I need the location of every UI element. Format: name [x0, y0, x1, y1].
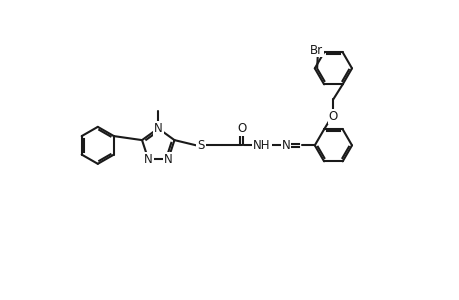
Text: O: O	[328, 110, 337, 123]
Text: N: N	[281, 139, 290, 152]
Text: Br: Br	[309, 44, 322, 56]
Text: N: N	[144, 152, 152, 166]
Text: N: N	[154, 122, 162, 135]
Text: O: O	[237, 122, 246, 135]
Text: S: S	[197, 139, 204, 152]
Text: NH: NH	[253, 139, 270, 152]
Text: N: N	[163, 152, 172, 166]
